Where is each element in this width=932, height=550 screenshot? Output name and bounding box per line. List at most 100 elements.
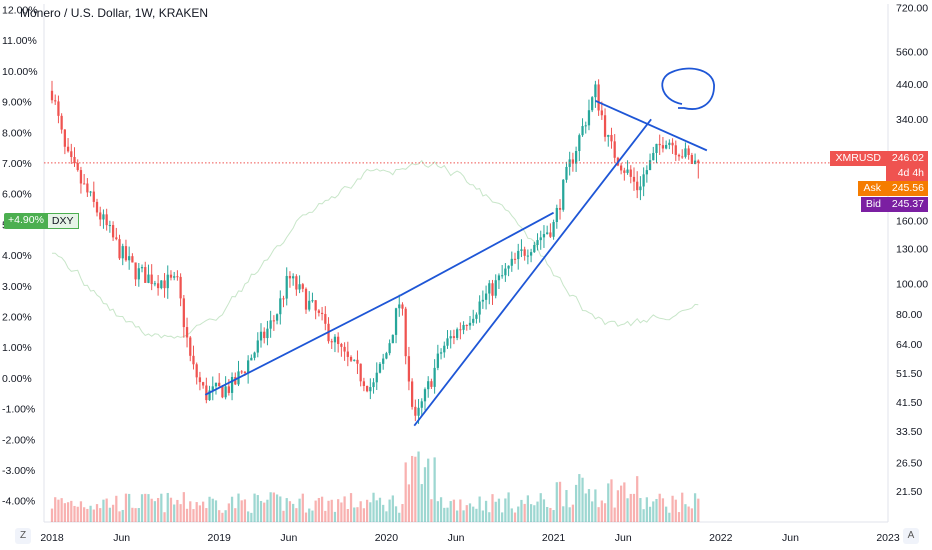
candle-body (111, 225, 115, 238)
volume-bar (452, 499, 456, 522)
volume-bar (89, 505, 92, 522)
candle-body (668, 142, 671, 145)
volume-bar (365, 499, 369, 522)
x-axis-tick: 2021 (542, 532, 566, 544)
candle-body (108, 225, 112, 227)
volume-bar (134, 508, 137, 522)
right-axis-tick: 80.00 (896, 309, 922, 321)
volume-bar (497, 498, 501, 522)
trendline[interactable] (413, 118, 652, 427)
candle-body (504, 268, 507, 276)
last-price-symbol: XMRUSD (835, 152, 881, 164)
volume-bar (259, 500, 263, 522)
candle-body (147, 274, 150, 283)
volume-bar (542, 499, 546, 522)
candle-body (308, 300, 311, 310)
candle-body (137, 268, 140, 280)
candle-body (398, 304, 401, 309)
dxy-badge[interactable]: +4.90% DXY (4, 213, 79, 229)
candle-body (417, 407, 420, 416)
candle-body (382, 358, 385, 364)
volume-bar (681, 492, 684, 522)
volume-bar (208, 496, 211, 522)
volume-bar (394, 506, 398, 522)
candle-body (288, 275, 292, 279)
right-axis-tick: 560.00 (896, 47, 928, 59)
trendline[interactable] (204, 294, 401, 396)
candle-body (89, 191, 92, 193)
volume-bar (140, 494, 144, 522)
candle-body (115, 237, 118, 240)
candle-body (73, 156, 76, 163)
candle-body (362, 381, 366, 387)
volume-bar (317, 497, 321, 522)
left-axis-tick: 3.00% (2, 281, 32, 293)
volume-bar (558, 481, 562, 522)
candle-body (478, 301, 481, 315)
volume-bar (57, 499, 60, 522)
candlesticks (50, 79, 700, 424)
candle-body (600, 110, 603, 116)
candle-body (282, 298, 285, 300)
volume-bar (639, 498, 642, 522)
candle-body (623, 170, 626, 173)
volume-bar (50, 508, 54, 522)
candle-body (105, 214, 108, 226)
volume-bar (272, 492, 275, 522)
volume-bar (179, 504, 182, 522)
candle-body (484, 293, 488, 300)
volume-bar (156, 498, 160, 522)
bid-price: 245.37 (886, 197, 928, 212)
left-axis-tick: 6.00% (2, 189, 32, 201)
volume-bar (385, 511, 388, 522)
candle-body (247, 360, 250, 373)
volume-bar (163, 512, 166, 522)
volume-bar (375, 500, 378, 522)
trendline[interactable] (399, 211, 555, 297)
volume-bar (295, 508, 298, 522)
volume-bar (494, 501, 497, 522)
volume-bar (552, 510, 555, 522)
candle-body (555, 207, 558, 223)
candle-body (681, 156, 684, 158)
candle-body (481, 299, 484, 302)
candle-body (250, 357, 253, 361)
volume-bar (359, 501, 362, 522)
volume-bar (443, 507, 446, 522)
volume-bar (388, 499, 391, 522)
candle-body (642, 174, 645, 187)
volume-bar (63, 503, 66, 522)
right-axis-tick: 64.00 (896, 339, 922, 351)
candle-body (279, 298, 282, 315)
volume-bar (54, 497, 57, 522)
candle-body (60, 115, 63, 130)
candle-body (501, 275, 504, 277)
volume-bar (176, 499, 179, 522)
left-axis-tick: 2.00% (2, 312, 32, 324)
candle-body (693, 160, 697, 164)
candle-body (574, 151, 578, 164)
candle-body (465, 324, 468, 326)
auto-scale-button[interactable]: A (903, 528, 919, 544)
candle-body (86, 183, 89, 193)
candle-body (102, 214, 105, 220)
volume-bar (160, 493, 163, 522)
volume-bar (578, 474, 581, 522)
volume-bar (555, 482, 558, 522)
volume-bar (195, 502, 198, 522)
candle-body (529, 252, 533, 256)
volume-bar (333, 511, 337, 522)
volume-bar (205, 508, 208, 522)
left-axis-tick: 11.00% (2, 35, 37, 47)
candle-body (439, 352, 443, 354)
bid-label: Bid (860, 197, 886, 212)
volume-bar (517, 506, 520, 522)
zoom-button[interactable]: Z (15, 528, 31, 544)
candle-body (185, 327, 189, 338)
trendline[interactable] (595, 99, 708, 152)
candle-body (539, 237, 542, 241)
left-axis-tick: 7.00% (2, 158, 32, 170)
volume-bar (430, 499, 433, 522)
volume-bar (73, 505, 76, 522)
